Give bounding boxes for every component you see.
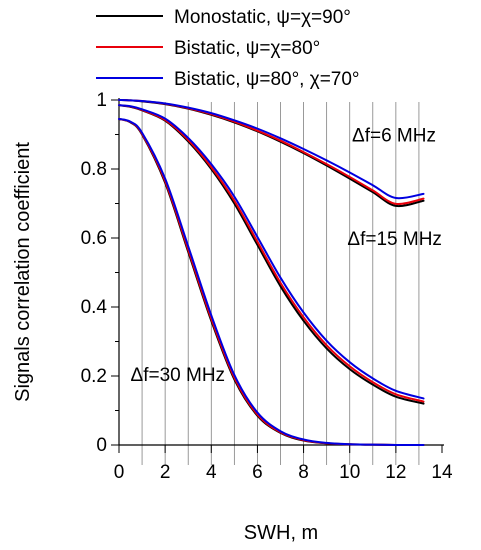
- series-line-30mhz-monostatic: [118, 117, 425, 447]
- legend-label: Monostatic, ψ=χ=90°: [174, 7, 351, 28]
- series-line-15mhz-monostatic: [118, 104, 425, 405]
- legend-label: Bistatic, ψ=χ=80°: [174, 38, 320, 59]
- x-tick-label: 4: [206, 462, 217, 483]
- annotations: Δf=6 MHz Δf=15 MHz Δf=30 MHz: [131, 125, 442, 386]
- y-tick-label: 0.2: [81, 366, 107, 387]
- x-tick-label: 14: [431, 462, 453, 483]
- y-tick-label: 0.6: [81, 228, 107, 249]
- x-tick-label: 2: [160, 462, 171, 483]
- x-tick-label: 10: [339, 462, 360, 483]
- series-line-15mhz-bistatic-80: [118, 104, 425, 403]
- series-line-30mhz-bistatic-80: [118, 117, 425, 447]
- series-lines: [118, 99, 425, 447]
- y-tick-label: 0.4: [81, 297, 108, 318]
- annotation-label: Δf=15 MHz: [347, 229, 442, 250]
- series-line-15mhz-bistatic-80-70: [118, 104, 425, 400]
- series-line-30mhz-bistatic-80-70: [118, 117, 425, 447]
- series-line-6mhz-bistatic-80-70: [118, 99, 425, 200]
- annotation-label: Δf=30 MHz: [131, 365, 226, 386]
- x-tick-label: 8: [298, 462, 309, 483]
- grid-lines: [141, 102, 420, 465]
- x-tick-label: 0: [114, 462, 125, 483]
- series-line-6mhz-monostatic: [118, 99, 425, 208]
- legend: Monostatic, ψ=χ=90° Bistatic, ψ=χ=80° Bist…: [96, 7, 360, 90]
- axes: [111, 98, 444, 453]
- y-tick-label: 0: [96, 435, 107, 456]
- y-tick-label: 1: [96, 90, 107, 111]
- x-tick-label: 6: [252, 462, 263, 483]
- x-tick-label: 12: [385, 462, 406, 483]
- y-axis-title: Signals correlation coefficient: [12, 142, 34, 402]
- annotation-label: Δf=6 MHz: [352, 125, 436, 146]
- legend-label: Bistatic, ψ=80°, χ=70°: [174, 69, 360, 90]
- y-tick-label: 0.8: [81, 159, 107, 180]
- x-axis-title: SWH, m: [244, 522, 318, 544]
